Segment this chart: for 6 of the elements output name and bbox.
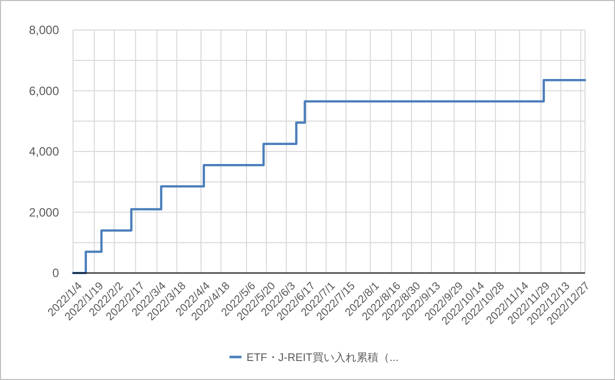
y-tick-label: 2,000 <box>28 205 60 220</box>
y-tick-label: 4,000 <box>28 144 60 159</box>
legend-label: ETF・J-REIT買い入れ累積（... <box>246 350 399 364</box>
y-tick-label: 6,000 <box>28 84 60 98</box>
y-tick-label: 0 <box>52 266 60 280</box>
y-tick-label: 8,000 <box>28 23 60 38</box>
